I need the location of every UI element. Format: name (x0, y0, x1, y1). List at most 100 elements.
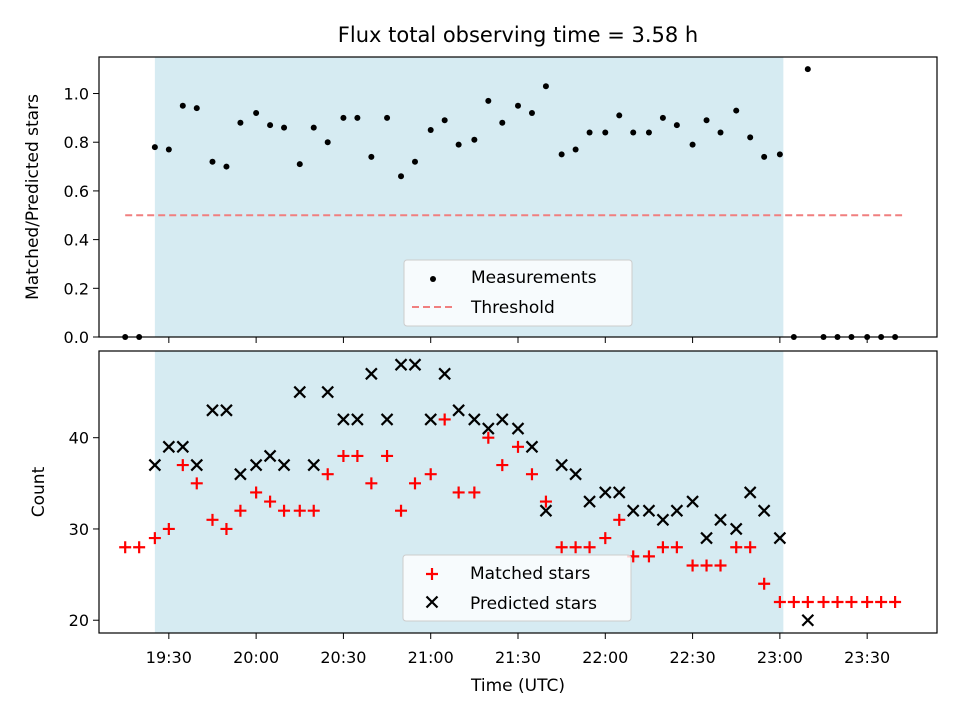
matched-point (307, 504, 320, 517)
chart-title: Flux total observing time = 3.58 h (338, 23, 698, 47)
matched-point (845, 595, 858, 608)
measurement-point (237, 119, 244, 126)
predicted-point (307, 458, 321, 472)
matched-point (801, 595, 814, 608)
matched-point (278, 504, 291, 517)
predicted-point (424, 413, 437, 426)
matched-point (569, 541, 582, 554)
measurement-point (193, 105, 200, 112)
legend-predicted-marker (425, 595, 439, 609)
measurement-point (572, 146, 579, 153)
legend-matched-label: Matched stars (470, 564, 590, 584)
measurement-point (689, 141, 696, 148)
measurement-point (717, 129, 724, 136)
measurement-point (703, 117, 710, 124)
measurement-point (645, 129, 652, 136)
matched-point (176, 459, 189, 472)
predicted-point (539, 504, 553, 517)
predicted-point (612, 486, 626, 499)
measurement-point (368, 153, 375, 160)
ratio-y-tick-label: 0.0 (64, 328, 89, 347)
count-y-label: Count (29, 466, 49, 517)
ratio-legend: Measurements Threshold (403, 259, 633, 327)
matched-point (468, 486, 481, 499)
matched-point (351, 449, 364, 462)
legend-matched-marker (426, 568, 438, 580)
matched-point (133, 541, 146, 554)
predicted-point (337, 413, 350, 426)
matched-point (875, 595, 888, 608)
ratio-legend-box (403, 259, 633, 327)
ratio-y-tick-label: 0.2 (64, 279, 89, 298)
predicted-point (190, 458, 204, 472)
predicted-point (220, 404, 233, 417)
measurement-point (340, 114, 347, 121)
count-panel: 20 30 40 19:30 20:00 20:30 21:00 21:30 22:00 22:… (29, 350, 938, 696)
measurement-point (223, 163, 230, 170)
matched-point (337, 449, 350, 462)
predicted-point (670, 504, 684, 517)
predicted-point (555, 458, 568, 472)
predicted-point (482, 422, 495, 435)
matched-point (381, 449, 394, 462)
ratio-panel: 0.0 0.2 0.4 0.6 0.8 1.0 Matched/Predicted sta… (23, 56, 938, 347)
measurement-point (179, 102, 186, 109)
predicted-point (686, 495, 699, 508)
measurement-point (747, 134, 754, 141)
predicted-point (234, 467, 247, 481)
measurement-point (267, 122, 274, 129)
matched-point (264, 495, 277, 508)
count-x-tick-label: 22:30 (670, 648, 716, 667)
matched-point (555, 541, 568, 554)
predicted-point (801, 613, 815, 627)
matched-point (162, 522, 175, 535)
legend-measurements-label: Measurements (471, 268, 597, 288)
count-x-ticks: 19:30 20:00 20:30 21:00 21:30 22:00 22:30 23:00… (146, 633, 890, 667)
matched-point (482, 431, 495, 444)
matched-point (512, 440, 524, 453)
predicted-point (321, 385, 334, 399)
measurement-point (296, 161, 303, 168)
predicted-point (293, 385, 307, 399)
matched-point (613, 513, 626, 526)
matched-point (744, 541, 757, 554)
measurement-point (659, 114, 666, 121)
ratio-y-label: Matched/Predicted stars (23, 94, 43, 300)
count-y-tick-label: 30 (69, 520, 89, 539)
count-legend: Matched stars Predicted stars (402, 554, 632, 622)
ratio-axes-frame (98, 56, 938, 338)
measurement-point (558, 151, 565, 158)
count-x-tick-label: 21:30 (495, 648, 541, 667)
matched-point (525, 468, 538, 481)
matched-point (787, 595, 800, 608)
measurement-point (427, 127, 434, 134)
matched-point (758, 577, 771, 590)
matched-point (438, 413, 451, 426)
measurement-point (485, 97, 492, 104)
measurement-point (441, 117, 448, 124)
matched-point (234, 504, 247, 517)
matched-point (730, 541, 743, 554)
matched-point (539, 495, 552, 508)
measurement-point (310, 124, 317, 131)
matched-point (599, 532, 612, 545)
measurement-point (324, 139, 331, 146)
matched-point (190, 477, 203, 490)
count-x-label: Time (UTC) (470, 676, 565, 696)
ratio-y-tick-label: 1.0 (64, 85, 89, 104)
count-axes-frame (98, 350, 938, 634)
measurement-point (151, 144, 158, 151)
legend-cross-glyph (425, 595, 439, 609)
predicted-point (148, 458, 162, 472)
predicted-point (569, 467, 582, 481)
predicted-point (743, 486, 757, 499)
count-x-tick-label: 22:00 (582, 648, 628, 667)
measurement-point (253, 110, 260, 116)
predicted-point (277, 458, 291, 472)
predicted-point (642, 504, 656, 517)
predicted-point (496, 413, 509, 426)
matched-point (714, 559, 727, 572)
measurement-point (804, 66, 811, 73)
matched-point (670, 541, 683, 554)
measurement-point (515, 102, 521, 109)
